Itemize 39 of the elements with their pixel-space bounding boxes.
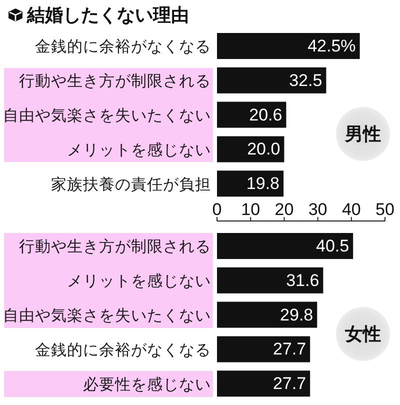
chart-title: 結婚したくない理由 — [27, 4, 189, 27]
data-label: 27.7 — [272, 340, 306, 359]
x-tick-label: 50 — [376, 200, 394, 219]
bar — [217, 33, 360, 59]
x-tick-label: 10 — [241, 200, 260, 219]
annotation: 女性 — [344, 323, 382, 346]
y-tick-label: メリットを感じない — [67, 140, 211, 159]
bar — [217, 370, 310, 397]
bar — [217, 233, 354, 259]
data-label: 42.5% — [308, 36, 356, 56]
annotation: 男性 — [344, 123, 382, 146]
x-tick-label: 40 — [342, 200, 361, 219]
bar — [217, 267, 324, 294]
bar — [217, 102, 286, 128]
y-tick-label: 家族扶養の責任が負担 — [51, 175, 211, 194]
y-tick-label: 必要性を感じない — [83, 375, 211, 394]
y-tick-label: 金銭的に余裕がなくなる — [35, 340, 211, 359]
data-label: 40.5 — [316, 236, 350, 256]
y-tick-label: 行動や生き方が制限される — [19, 72, 211, 90]
data-label: 19.8 — [246, 174, 280, 194]
x-tick-label: 0 — [212, 200, 222, 219]
data-label: 31.6 — [286, 270, 320, 290]
data-label: 32.5 — [289, 70, 322, 90]
y-tick-label: 自由や気楽さを失いたくない — [3, 306, 211, 325]
bar — [217, 67, 326, 94]
bar — [217, 336, 310, 362]
x-tick-label: 20 — [274, 200, 294, 219]
y-tick-label: 自由や気楽さを失いたくない — [3, 106, 211, 125]
data-label: 20.0 — [247, 140, 280, 159]
bar — [217, 170, 284, 197]
bar — [217, 136, 284, 162]
y-tick-label: メリットを感じない — [67, 272, 211, 290]
y-tick-label: 行動や生き方が制限される — [19, 238, 211, 256]
x-tick-label: 30 — [308, 200, 328, 219]
bar — [217, 302, 318, 328]
data-label: 20.6 — [249, 105, 282, 124]
y-tick-label: 金銭的に余裕がなくなる — [35, 38, 211, 56]
data-label: 29.8 — [280, 305, 314, 324]
data-label: 27.7 — [272, 374, 306, 394]
